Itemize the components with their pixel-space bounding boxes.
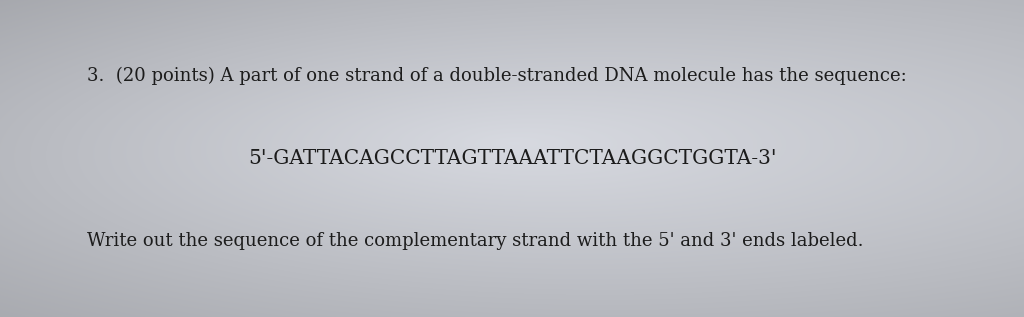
Text: Write out the sequence of the complementary strand with the 5' and 3' ends label: Write out the sequence of the complement… [87, 232, 863, 250]
Text: 5'-GATTACAGCCTTAGTTAAATTCTAAGGCTGGTA-3': 5'-GATTACAGCCTTAGTTAAATTCTAAGGCTGGTA-3' [248, 149, 776, 168]
Text: 3.  (20 points) A part of one strand of a double-stranded DNA molecule has the s: 3. (20 points) A part of one strand of a… [87, 67, 907, 85]
